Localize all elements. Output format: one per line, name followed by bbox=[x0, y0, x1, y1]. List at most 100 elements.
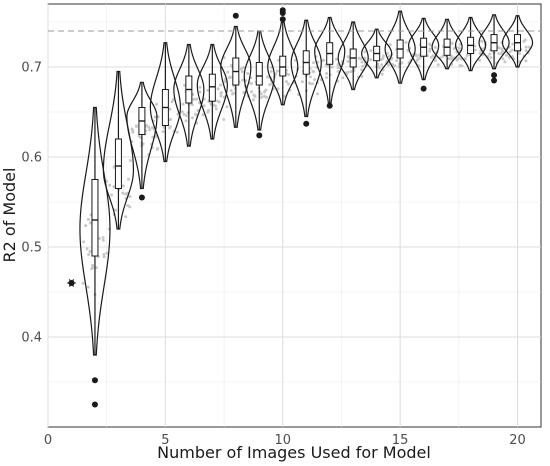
jitter-point bbox=[381, 54, 385, 58]
jitter-point bbox=[206, 110, 210, 114]
jitter-point bbox=[310, 82, 314, 86]
violin-shape bbox=[149, 42, 181, 163]
jitter-point bbox=[336, 69, 340, 73]
jitter-point bbox=[380, 72, 384, 76]
jitter-point bbox=[300, 80, 304, 84]
x-tick-label: 10 bbox=[274, 433, 291, 448]
jitter-point bbox=[168, 125, 172, 129]
jitter-point bbox=[101, 236, 105, 240]
jitter-point bbox=[155, 102, 159, 106]
jitter-point bbox=[387, 54, 391, 58]
jitter-point bbox=[360, 60, 364, 64]
jitter-point bbox=[239, 67, 243, 71]
jitter-point bbox=[274, 72, 278, 76]
jitter-point bbox=[283, 94, 287, 98]
violin-box bbox=[208, 73, 216, 102]
jitter-point bbox=[259, 95, 263, 99]
jitter-point bbox=[148, 128, 152, 132]
jitter-point bbox=[162, 126, 166, 130]
jitter-point bbox=[218, 83, 222, 87]
jitter-point bbox=[242, 90, 246, 94]
jitter-point bbox=[170, 100, 174, 104]
jitter-point bbox=[450, 41, 454, 45]
tick-labels: 0 5 10 15 20 0.4 0.5 0.6 0.7 bbox=[21, 61, 525, 449]
jitter-point bbox=[250, 90, 254, 94]
jitter-point bbox=[357, 56, 361, 60]
jitter-point bbox=[497, 46, 501, 50]
jitter-point bbox=[112, 185, 116, 189]
jitter-point bbox=[436, 63, 440, 67]
jitter-point bbox=[91, 265, 95, 269]
jitter-point bbox=[229, 88, 233, 92]
jitter-point bbox=[126, 177, 130, 181]
jitter-point bbox=[246, 71, 250, 75]
jitter-point bbox=[121, 191, 125, 195]
jitter-point bbox=[161, 130, 165, 134]
jitter-point bbox=[501, 49, 505, 53]
jitter-point bbox=[381, 57, 385, 61]
violin-shape bbox=[290, 19, 322, 118]
jitter-point bbox=[216, 99, 220, 103]
jitter-point bbox=[457, 56, 461, 60]
violin-shape bbox=[79, 106, 111, 356]
jitter-point bbox=[181, 102, 185, 106]
jitter-point bbox=[182, 83, 186, 87]
jitter-point bbox=[128, 205, 132, 209]
violins bbox=[67, 7, 534, 408]
jitter-point bbox=[429, 55, 433, 59]
jitter-point bbox=[503, 60, 507, 64]
violin-shape bbox=[501, 15, 534, 68]
jitter-point bbox=[501, 57, 505, 61]
single-point-ray bbox=[68, 279, 75, 287]
violin-shape bbox=[126, 81, 158, 190]
violin-box bbox=[279, 55, 287, 77]
y-tick-label: 0.6 bbox=[21, 151, 42, 166]
jitter-point bbox=[226, 70, 230, 74]
y-tick-label: 0.4 bbox=[21, 331, 42, 346]
jitter-point bbox=[524, 45, 528, 49]
outlier-point bbox=[491, 77, 498, 84]
jitter-point bbox=[175, 130, 179, 134]
jitter-point bbox=[134, 124, 138, 128]
jitter-point bbox=[473, 48, 477, 52]
jitter-point bbox=[316, 92, 320, 96]
jitter-point bbox=[346, 59, 350, 63]
jitter-point bbox=[156, 146, 160, 150]
jitter-point bbox=[325, 71, 329, 75]
outlier-point bbox=[279, 16, 286, 23]
jitter-point bbox=[84, 224, 88, 228]
violin-shape bbox=[361, 28, 393, 79]
jitter-point bbox=[387, 63, 391, 67]
jitter-point bbox=[219, 94, 223, 98]
jitter-point bbox=[346, 70, 350, 74]
jitter-point bbox=[240, 70, 244, 74]
jitter-point bbox=[369, 58, 373, 62]
violin-shape bbox=[384, 10, 416, 84]
jitter-point bbox=[196, 108, 200, 112]
jitter-point bbox=[232, 91, 236, 95]
jitter-point bbox=[105, 251, 109, 255]
jitter-point bbox=[171, 97, 175, 101]
jitter-point bbox=[511, 42, 515, 46]
jitter-point bbox=[312, 61, 316, 65]
jitter-point bbox=[219, 91, 223, 95]
outlier-point bbox=[279, 10, 286, 16]
violin-shape bbox=[267, 21, 299, 106]
jitter-point bbox=[131, 128, 135, 132]
jitter-point bbox=[110, 193, 114, 197]
jitter-point bbox=[227, 76, 231, 80]
jitter-point bbox=[275, 69, 279, 73]
jitter-point bbox=[458, 46, 462, 50]
jitter-point bbox=[369, 49, 373, 53]
jitter-point bbox=[184, 114, 188, 118]
jitter-point bbox=[385, 51, 389, 55]
jitter-point bbox=[480, 40, 484, 44]
jitter-point bbox=[308, 75, 312, 79]
jitter-point bbox=[121, 184, 125, 188]
jitter-point bbox=[97, 236, 101, 240]
jitter-point bbox=[363, 50, 367, 54]
jitter-point bbox=[269, 69, 273, 73]
jitter-point bbox=[88, 249, 92, 253]
violin-shape bbox=[220, 25, 252, 128]
